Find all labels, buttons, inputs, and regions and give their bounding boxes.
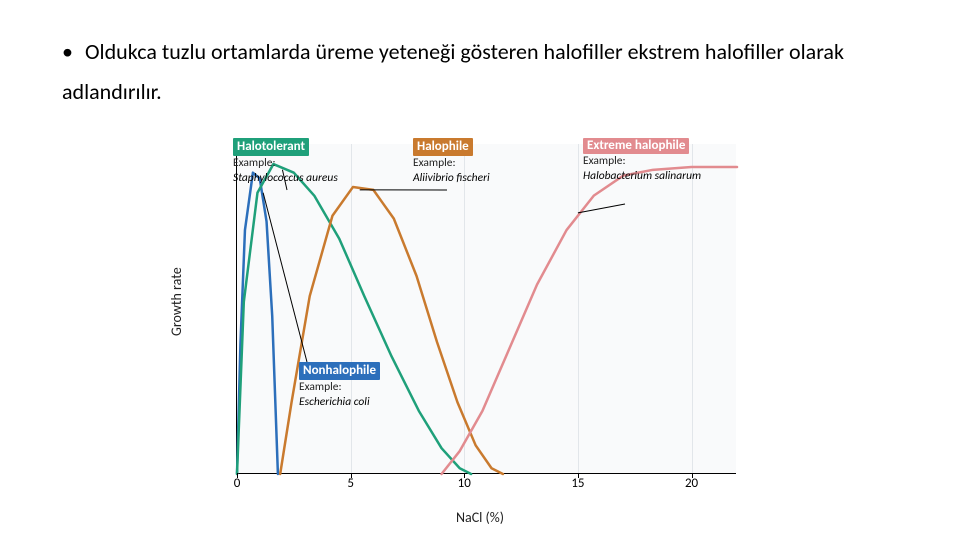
tag-halophile: Halophile <box>413 138 473 156</box>
x-tick-label: 15 <box>571 476 584 491</box>
species-halotolerant: Staphylococcus aureus <box>233 171 338 185</box>
plot-area: Halotolerant Example: Staphylococcus aur… <box>236 144 736 474</box>
example-word: Example: <box>233 156 276 170</box>
x-tick-label: 10 <box>458 476 471 491</box>
bullet-dot: • <box>62 32 80 72</box>
species-extreme: Halobacterium salinarum <box>583 169 701 183</box>
growth-rate-chart: Growth rate Halotolerant Example: Staphy… <box>190 136 770 526</box>
label-extreme-halophile: Extreme halophile Example: Halobacterium… <box>583 138 733 184</box>
x-tick-label: 5 <box>347 476 354 491</box>
x-tick-label: 0 <box>234 476 241 491</box>
x-axis-label: NaCl (%) <box>456 509 504 526</box>
species-nonhalophile: Escherichia coli <box>299 395 370 409</box>
label-halotolerant: Halotolerant Example: Staphylococcus aur… <box>233 138 363 186</box>
label-nonhalophile: Nonhalophile Example: Escherichia coli <box>299 362 419 410</box>
tag-nonhalophile: Nonhalophile <box>299 362 380 380</box>
example-word: Example: <box>299 380 342 394</box>
x-tick-label: 20 <box>685 476 698 491</box>
label-halophile: Halophile Example: Aliivibrio fischeri <box>413 138 543 186</box>
curves-svg <box>237 144 737 474</box>
tag-extreme: Extreme halophile <box>583 138 689 154</box>
tag-halotolerant: Halotolerant <box>233 138 309 156</box>
plot-inner: Halotolerant Example: Staphylococcus aur… <box>237 144 737 474</box>
y-axis-label: Growth rate <box>168 267 185 336</box>
bullet-content: Oldukca tuzlu ortamlarda üreme yeteneği … <box>62 38 844 105</box>
example-word: Example: <box>413 156 456 170</box>
example-word: Example: <box>583 154 626 168</box>
curve-extreme-halophile <box>442 167 737 474</box>
curve-halophile <box>280 187 503 474</box>
species-halophile: Aliivibrio fischeri <box>413 171 490 185</box>
bullet-text: • Oldukca tuzlu ortamlarda üreme yeteneğ… <box>62 32 902 111</box>
